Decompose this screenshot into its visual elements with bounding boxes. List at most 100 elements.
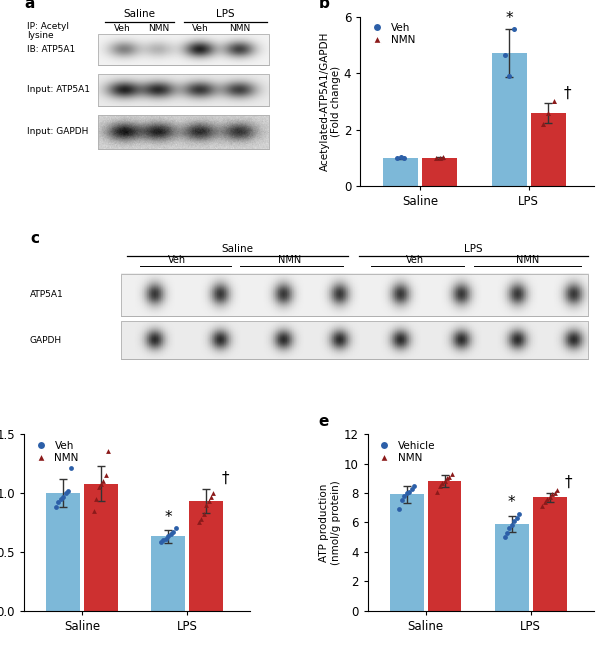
Point xyxy=(171,523,181,533)
Point xyxy=(164,531,173,542)
Point xyxy=(65,463,75,474)
Legend: Veh, NMN: Veh, NMN xyxy=(365,22,416,46)
Point xyxy=(399,153,408,164)
Point xyxy=(542,494,552,504)
Point xyxy=(432,486,442,497)
Point xyxy=(92,494,101,504)
Legend: Veh, NMN: Veh, NMN xyxy=(30,440,80,463)
Point xyxy=(194,517,204,527)
Point xyxy=(435,480,445,491)
Bar xyxy=(98,34,270,65)
Text: lysine: lysine xyxy=(27,31,53,40)
Text: *: * xyxy=(164,510,172,525)
Text: NMN: NMN xyxy=(148,24,170,33)
Point xyxy=(396,152,405,162)
Point xyxy=(156,537,166,548)
Point xyxy=(440,476,450,486)
Y-axis label: ATP production
(nmol/g protein): ATP production (nmol/g protein) xyxy=(319,480,341,565)
Point xyxy=(505,523,514,533)
Bar xyxy=(189,501,223,610)
Text: †: † xyxy=(221,471,229,486)
Bar xyxy=(495,524,528,611)
Bar xyxy=(98,115,270,149)
Point xyxy=(89,506,99,516)
Point xyxy=(435,152,445,163)
Bar xyxy=(84,484,118,610)
Point xyxy=(58,491,68,502)
Text: *: * xyxy=(508,496,516,510)
Bar xyxy=(98,74,270,106)
Text: NMN: NMN xyxy=(230,24,251,33)
Point xyxy=(504,71,514,81)
Point xyxy=(552,485,562,496)
Point xyxy=(168,527,178,537)
Point xyxy=(94,482,104,492)
Legend: Vehicle, NMN: Vehicle, NMN xyxy=(373,440,436,463)
Point xyxy=(447,469,457,479)
Text: Veh: Veh xyxy=(168,255,186,265)
Y-axis label: Acetylated-ATP5A1/GAPDH
(Fold change): Acetylated-ATP5A1/GAPDH (Fold change) xyxy=(319,32,341,171)
Point xyxy=(196,513,206,524)
Point xyxy=(512,513,522,523)
Point xyxy=(99,476,108,486)
Point xyxy=(404,486,414,497)
Text: Input: ATP5A1: Input: ATP5A1 xyxy=(27,85,90,94)
Text: †: † xyxy=(565,475,573,490)
Text: e: e xyxy=(318,414,328,429)
Text: Saline: Saline xyxy=(124,9,156,19)
Text: b: b xyxy=(318,0,329,11)
Point xyxy=(547,489,557,500)
Point xyxy=(159,535,168,545)
Point xyxy=(438,152,448,162)
Point xyxy=(540,496,550,507)
Point xyxy=(500,532,510,543)
Text: Veh: Veh xyxy=(192,24,209,33)
Point xyxy=(206,491,216,502)
Point xyxy=(51,502,61,512)
Point xyxy=(500,50,510,60)
Point xyxy=(63,485,73,496)
Bar xyxy=(121,274,588,315)
Point xyxy=(204,496,213,506)
Bar xyxy=(428,481,461,610)
Text: a: a xyxy=(24,0,35,11)
Point xyxy=(104,446,113,456)
Text: LPS: LPS xyxy=(216,9,235,19)
Point xyxy=(514,508,524,519)
Point xyxy=(399,490,409,501)
Point xyxy=(199,509,208,519)
Text: Veh: Veh xyxy=(114,24,131,33)
Point xyxy=(502,527,512,538)
Point xyxy=(544,108,553,118)
Point xyxy=(161,533,171,544)
Bar xyxy=(98,115,270,149)
Point xyxy=(507,520,517,531)
Text: GAPDH: GAPDH xyxy=(30,336,62,345)
Text: †: † xyxy=(564,86,571,100)
Point xyxy=(407,483,416,494)
Bar xyxy=(492,53,527,186)
Point xyxy=(442,473,452,484)
Point xyxy=(201,500,211,510)
Point xyxy=(208,488,218,498)
Point xyxy=(56,494,65,504)
Bar xyxy=(383,158,418,186)
Bar xyxy=(152,537,185,610)
Bar xyxy=(98,74,270,106)
Bar xyxy=(390,494,424,610)
Point xyxy=(549,96,559,107)
Point xyxy=(402,488,411,498)
Point xyxy=(96,478,106,489)
Point xyxy=(397,495,407,506)
Text: Saline: Saline xyxy=(221,244,253,253)
Text: LPS: LPS xyxy=(464,244,483,253)
Point xyxy=(538,119,548,129)
Bar xyxy=(531,113,565,186)
Text: NMN: NMN xyxy=(278,255,301,265)
Point xyxy=(545,492,554,502)
Bar xyxy=(422,158,457,186)
Text: ATP5A1: ATP5A1 xyxy=(30,290,64,299)
Point xyxy=(438,477,447,488)
Point xyxy=(53,497,63,508)
Point xyxy=(395,504,404,514)
